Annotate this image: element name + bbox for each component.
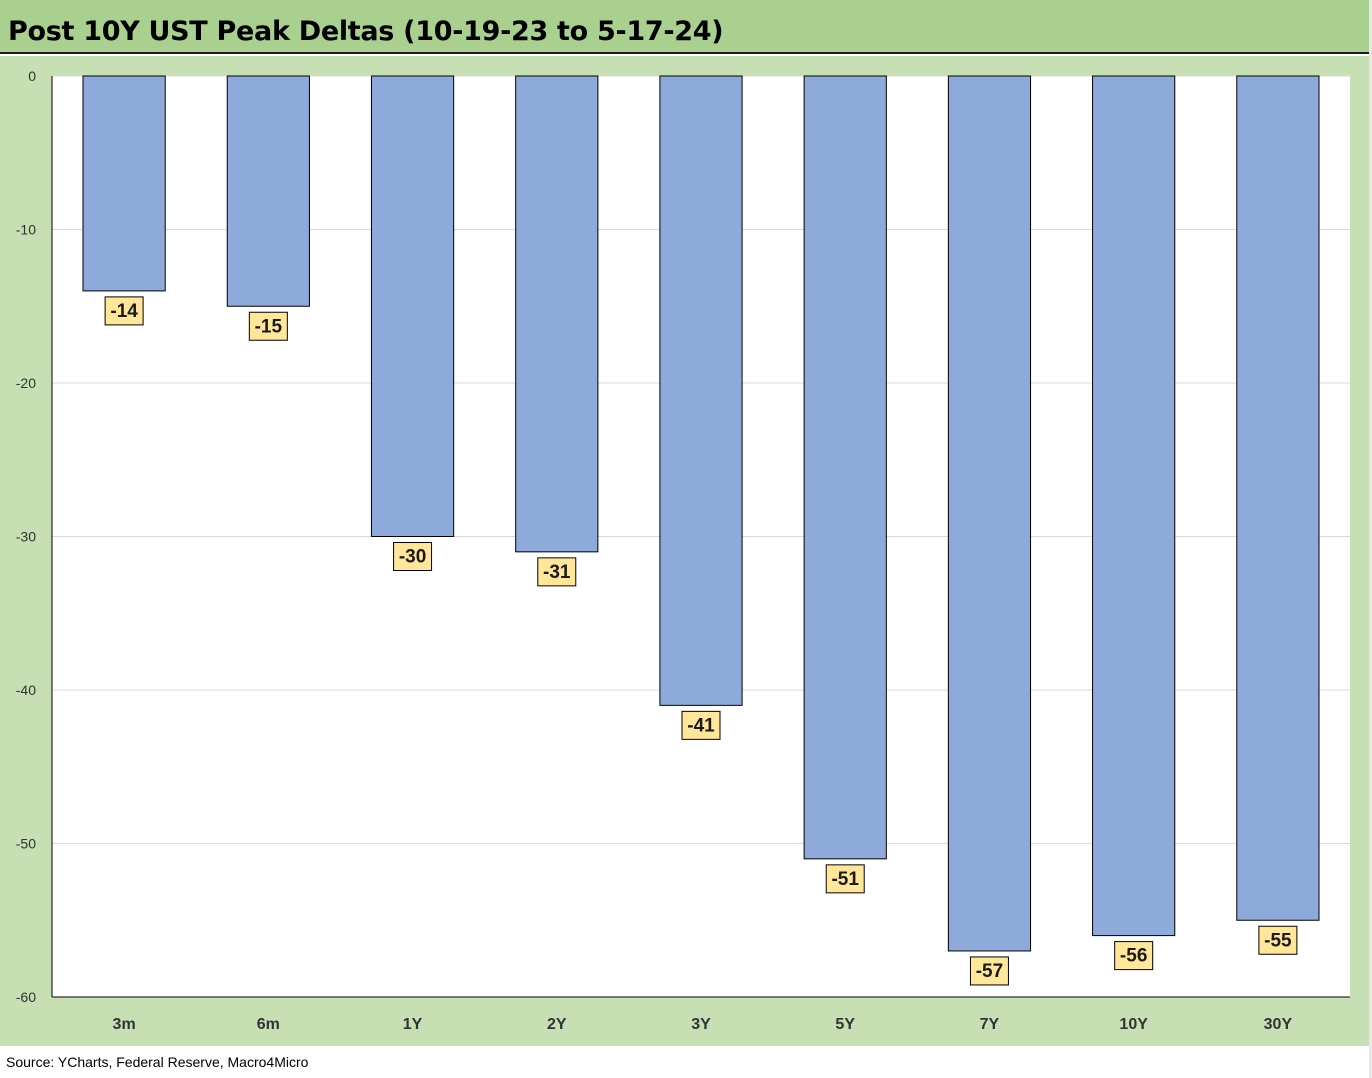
- y-tick-label: -40: [16, 682, 36, 698]
- bar: [370, 75, 455, 537]
- x-tick-label: 3m: [113, 1016, 136, 1033]
- bar: [515, 75, 599, 553]
- data-label-box: [393, 542, 433, 571]
- x-tick-label: 2Y: [547, 1016, 567, 1033]
- data-label-box: [1114, 941, 1154, 971]
- x-tick-label: 6m: [257, 1016, 280, 1033]
- data-label: -30: [399, 547, 426, 568]
- data-label: -14: [110, 301, 138, 322]
- y-tick-label: -30: [16, 529, 36, 545]
- x-tick-label: 10Y: [1119, 1016, 1148, 1033]
- x-tick-label: 5Y: [835, 1016, 855, 1033]
- x-tick-label: 30Y: [1264, 1016, 1293, 1033]
- x-tick-label: 1Y: [403, 1016, 423, 1033]
- chart-title: Post 10Y UST Peak Deltas (10-19-23 to 5-…: [8, 16, 724, 47]
- bar: [659, 75, 743, 706]
- y-tick-label: -20: [16, 375, 36, 391]
- x-tick-label: 3Y: [691, 1016, 711, 1033]
- y-tick-label: -60: [16, 989, 36, 1005]
- data-label-box: [825, 864, 865, 894]
- y-tick-label: -50: [16, 836, 36, 852]
- data-label: -55: [1264, 930, 1292, 951]
- data-label: -15: [255, 316, 283, 337]
- bar: [82, 75, 166, 292]
- data-label: -31: [543, 562, 571, 583]
- data-label: -51: [831, 869, 859, 890]
- bar: [1092, 75, 1176, 937]
- bar-chart: 0 -10 -20 -30 -40 -50 -60 -14 3m -15 6m -30 1Y -31 2Y -…: [16, 68, 1350, 1033]
- data-label-box: [537, 557, 577, 587]
- data-label: -56: [1120, 946, 1147, 967]
- data-label-box: [104, 296, 144, 326]
- bar: [226, 75, 310, 307]
- data-label-box: [248, 311, 288, 341]
- bar: [947, 75, 1032, 952]
- data-label-box: [681, 710, 721, 740]
- y-tick-label: 0: [28, 68, 36, 84]
- x-tick-label: 7Y: [980, 1016, 1000, 1033]
- data-label: -57: [976, 961, 1003, 982]
- source-note: Source: YCharts, Federal Reserve, Macro4…: [6, 1054, 309, 1070]
- window-edge: [1369, 0, 1372, 1078]
- data-label-box: [969, 956, 1009, 986]
- data-label: -41: [687, 715, 715, 736]
- y-tick-label: -10: [16, 222, 36, 238]
- data-label-box: [1258, 925, 1298, 955]
- bar: [803, 75, 887, 860]
- bar: [1236, 75, 1320, 921]
- chart-title-bar: Post 10Y UST Peak Deltas (10-19-23 to 5-…: [0, 0, 1372, 54]
